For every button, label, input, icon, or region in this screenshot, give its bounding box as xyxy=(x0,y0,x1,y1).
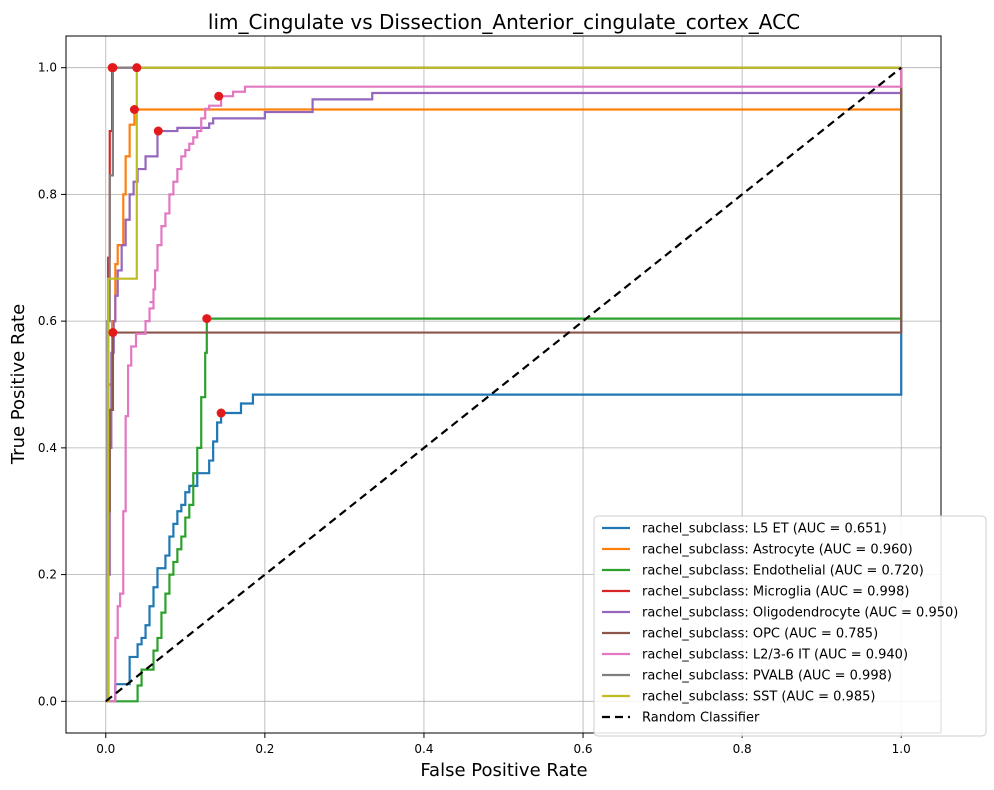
y-tick-label: 0.2 xyxy=(38,568,57,582)
legend: rachel_subclass: L5 ET (AUC = 0.651) rach… xyxy=(593,515,987,737)
legend-entry-label: rachel_subclass: Astrocyte (AUC = 0.960) xyxy=(642,543,913,558)
legend-entry-label: rachel_subclass: L2/3-6 IT (AUC = 0.940) xyxy=(642,648,908,663)
legend-box xyxy=(593,515,987,737)
series-line-0 xyxy=(105,67,903,703)
optimal-point-marker xyxy=(202,314,212,324)
legend-entry-label: rachel_subclass: OPC (AUC = 0.785) xyxy=(642,627,878,642)
legend-entry-label: rachel_subclass: Endothelial (AUC = 0.72… xyxy=(642,564,924,579)
optimal-point-marker xyxy=(132,63,142,73)
x-axis-label: False Positive Rate xyxy=(420,760,587,781)
y-tick-label: 0.0 xyxy=(38,694,57,708)
optimal-point-marker xyxy=(108,63,118,73)
optimal-point-marker xyxy=(108,328,118,338)
x-tick-label: 0.4 xyxy=(414,742,433,756)
curves xyxy=(105,66,903,703)
plot-frame xyxy=(65,35,942,734)
optimal-point-marker xyxy=(214,91,224,101)
series-line-2 xyxy=(105,67,903,703)
x-ticks: 0.0 0.2 0.4 0.6 0.8 1.0 xyxy=(96,733,911,756)
legend-entry-label: rachel_subclass: SST (AUC = 0.985) xyxy=(642,690,875,705)
series-line-6 xyxy=(105,67,903,703)
y-axis-label: True Positive Rate xyxy=(8,304,29,465)
legend-entry-label: rachel_subclass: Microglia (AUC = 0.998) xyxy=(642,585,909,600)
series-line-8 xyxy=(105,66,902,703)
markers xyxy=(107,63,226,418)
x-tick-label: 0.6 xyxy=(573,742,592,756)
y-tick-label: 0.4 xyxy=(38,441,57,455)
y-tick-label: 1.0 xyxy=(38,61,57,75)
chart-title: lim_Cingulate vs Dissection_Anterior_cin… xyxy=(208,10,800,34)
optimal-point-marker xyxy=(216,408,226,418)
optimal-point-marker xyxy=(153,126,163,136)
x-tick-label: 0.8 xyxy=(733,742,752,756)
y-ticks: 0.0 0.2 0.4 0.6 0.8 1.0 xyxy=(38,61,66,708)
x-tick-label: 1.0 xyxy=(892,742,911,756)
y-tick-label: 0.6 xyxy=(38,314,57,328)
y-tick-label: 0.8 xyxy=(38,187,57,201)
x-tick-label: 0.0 xyxy=(96,742,115,756)
optimal-point-marker xyxy=(129,105,139,115)
legend-entry-label: rachel_subclass: PVALB (AUC = 0.998) xyxy=(642,669,892,684)
series-line-9 xyxy=(105,66,902,703)
legend-entry-label: Random Classifier xyxy=(642,711,760,726)
legend-entry-label: rachel_subclass: Oligodendrocyte (AUC = … xyxy=(642,606,958,621)
legend-entry-label: rachel_subclass: L5 ET (AUC = 0.651) xyxy=(642,522,887,537)
x-tick-label: 0.2 xyxy=(255,742,274,756)
